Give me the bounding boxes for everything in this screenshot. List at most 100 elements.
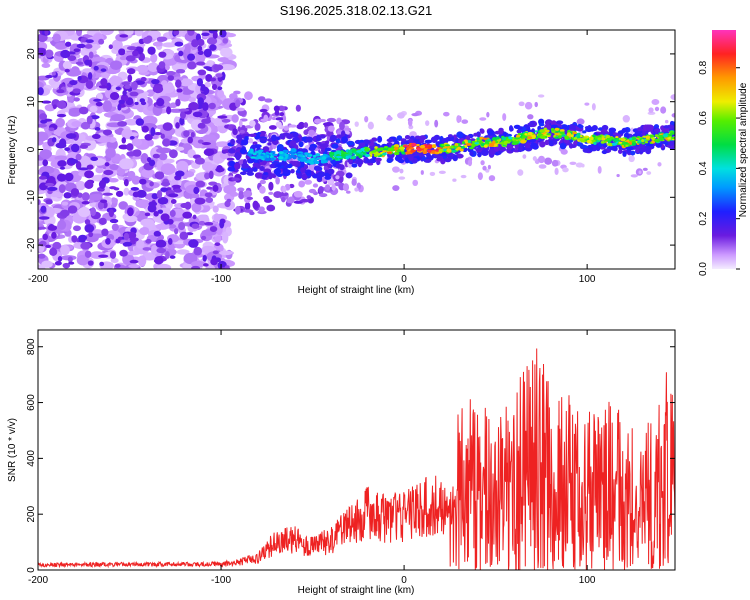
spectrogram-cell — [90, 207, 97, 217]
spectrogram-cell — [651, 140, 656, 144]
spectrogram-cell — [278, 151, 284, 155]
spectrogram-cell — [502, 131, 508, 137]
spectrogram-cell — [78, 155, 92, 167]
spectrogram-cell — [476, 137, 480, 141]
spectrogram-cell — [48, 78, 56, 86]
spectrogram-cell — [134, 30, 144, 37]
spectrogram-cell — [479, 117, 487, 121]
spectrogram-cell — [486, 111, 490, 118]
spectrogram-cell — [183, 252, 198, 265]
spectrogram-cell — [156, 247, 167, 254]
spectrogram-cell — [270, 157, 275, 161]
spectrogram-cell — [109, 218, 119, 224]
spectrogram-cell — [263, 171, 269, 176]
spectrogram-cell — [102, 129, 113, 136]
spectrogram-cell — [308, 163, 316, 172]
spectrogram-cell — [318, 185, 324, 194]
spectrogram-cell — [182, 211, 193, 219]
spectrogram-cell — [55, 117, 65, 128]
spectrogram-cell — [288, 124, 298, 128]
spectrogram-cell — [161, 83, 175, 94]
spectrogram-cell — [273, 105, 280, 112]
spectrogram-cell — [119, 34, 129, 38]
spectrogram-cell — [324, 175, 332, 180]
spectrogram-cell — [105, 238, 111, 245]
spectrogram-cell — [597, 137, 602, 141]
spectrogram-heatmap — [38, 30, 675, 269]
spectrogram-cell — [119, 249, 128, 257]
spectrogram-cell — [216, 89, 225, 99]
spectrogram-cell — [81, 192, 90, 201]
spectrogram-cell — [358, 154, 363, 159]
spectrogram-cell — [327, 125, 335, 132]
spectrogram-cell — [365, 159, 373, 164]
spectrogram-cell — [75, 161, 82, 170]
spectrogram-cell — [115, 86, 121, 91]
spectrogram-cell — [608, 127, 617, 133]
spectrogram-cell — [191, 265, 201, 269]
spectrogram-cell — [635, 147, 640, 154]
spectrogram-cell — [219, 30, 227, 38]
spectrogram-cell — [60, 244, 70, 256]
spectrogram-cell — [188, 97, 196, 103]
spectrogram-cell — [118, 99, 125, 105]
spectrogram-cell — [91, 133, 101, 140]
spectrogram-cell — [322, 159, 328, 164]
spectrogram-cell — [75, 61, 84, 65]
spectrogram-cell — [517, 169, 524, 176]
spectrogram-cell — [84, 170, 94, 179]
spectrogram-cell — [121, 128, 133, 140]
spectrogram-cell — [259, 165, 265, 172]
spectrogram-cell — [397, 112, 405, 119]
spectrogram-cell — [147, 62, 159, 73]
spectrogram-cell — [146, 89, 155, 97]
spectrogram-cell — [434, 149, 439, 152]
spectrogram-cell — [620, 138, 626, 142]
spectrogram-cell — [82, 68, 93, 73]
spectrogram-cell — [178, 50, 184, 57]
spectrogram-cell — [154, 171, 165, 180]
spectrogram-cell — [173, 228, 179, 235]
spectrogram-cell — [208, 102, 216, 110]
spectrogram-cell — [142, 247, 152, 251]
spectrogram-cell — [597, 166, 602, 174]
spectrogram-cell — [314, 158, 318, 162]
spectrogram-cell — [109, 164, 119, 171]
spectrogram-cell — [108, 44, 113, 50]
spectrogram-cell — [259, 108, 268, 113]
spectrogram-cell — [110, 257, 119, 264]
spectrogram-cell — [165, 250, 170, 260]
spectrogram-cell — [244, 201, 251, 211]
spectrogram-cell — [131, 175, 141, 185]
spectrogram-cell — [309, 158, 315, 161]
spectrogram-cell — [249, 149, 254, 153]
spectrogram-cell — [312, 154, 317, 158]
spectrogram-cell — [175, 146, 185, 151]
colorbar: 0.0 0.2 0.4 0.6 0.8 Normalized spectral ampl… — [698, 30, 749, 276]
spectrogram-cell — [168, 193, 179, 198]
spectrogram-cell — [258, 155, 264, 160]
spectrogram-cell — [292, 132, 299, 138]
spectrogram-cell — [47, 225, 58, 231]
spectrogram-cell — [283, 125, 290, 131]
spectrogram-cell — [135, 118, 145, 126]
spectrogram-cell — [420, 170, 424, 175]
spectrogram-cell — [51, 71, 56, 76]
spectrogram-cell — [42, 233, 49, 240]
spectrogram-cell — [386, 151, 393, 155]
spectrogram-cell — [421, 155, 427, 161]
spectrogram-cell — [601, 135, 606, 138]
spectrogram-cell — [184, 201, 192, 210]
spectrogram-cell — [299, 198, 310, 203]
spectrogram-cell — [238, 119, 243, 128]
spectrogram-cell — [562, 167, 569, 173]
spectrogram-cell — [208, 140, 217, 149]
colorbar-tick-label: 0.0 — [698, 262, 709, 276]
spectrogram-cell — [84, 44, 93, 49]
spectrogram-cell — [249, 211, 255, 216]
spectrogram-cell — [38, 178, 48, 184]
spectrogram-cell — [259, 185, 266, 194]
spectrogram-cell — [275, 121, 282, 128]
spectrogram-cell — [95, 101, 103, 107]
spectrogram-cell — [71, 235, 78, 243]
